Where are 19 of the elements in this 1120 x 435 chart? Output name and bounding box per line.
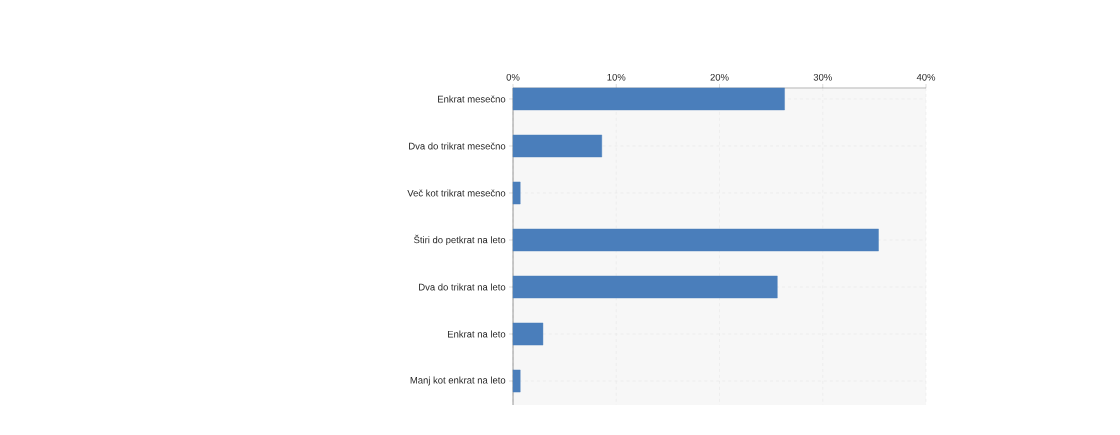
x-tick-label: 10% bbox=[607, 73, 626, 81]
bar bbox=[512, 275, 778, 299]
bar bbox=[512, 322, 544, 346]
bar bbox=[512, 134, 603, 158]
bar bbox=[512, 181, 521, 205]
y-tick-label: Več kot trikrat mesečno bbox=[407, 189, 506, 197]
y-tick-label: Manj kot enkrat na leto bbox=[410, 376, 506, 386]
bar bbox=[512, 228, 879, 252]
y-tick-label: Enkrat mesečno bbox=[438, 95, 506, 103]
bar bbox=[512, 87, 785, 111]
x-tick-label: 40% bbox=[916, 73, 936, 81]
x-tick-label: 20% bbox=[710, 73, 729, 81]
y-tick-label: Dva do trikrat mesečno bbox=[409, 142, 506, 150]
x-tick-label: 0% bbox=[506, 73, 520, 81]
y-tick-label: Dva do trikrat na leto bbox=[419, 283, 506, 291]
x-tick-label: 30% bbox=[813, 73, 832, 81]
bar bbox=[512, 369, 521, 393]
y-tick-label: Štiri do petkrat na leto bbox=[414, 234, 506, 246]
y-tick-label: Enkrat na leto bbox=[448, 330, 506, 338]
